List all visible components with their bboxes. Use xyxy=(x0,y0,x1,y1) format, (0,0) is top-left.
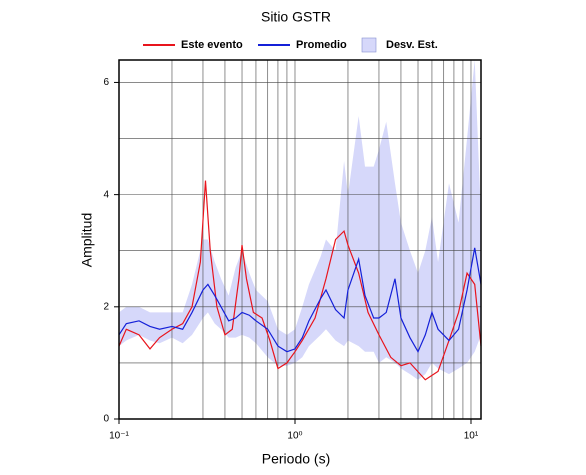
series-line xyxy=(118,180,482,381)
plot-frame xyxy=(118,59,482,420)
y-tick-label: 2 xyxy=(103,301,109,312)
y-axis-label: Amplitud xyxy=(79,213,95,267)
legend-swatch xyxy=(361,37,377,53)
y-tick-label: 0 xyxy=(103,414,109,425)
x-tick-label: 10¹ xyxy=(464,431,479,442)
x-tick-label: 10⁰ xyxy=(287,431,302,442)
chart-title: Sitio GSTR xyxy=(261,9,331,25)
legend-label: Desv. Est. xyxy=(386,39,438,51)
y-tick-label: 6 xyxy=(103,77,109,88)
legend-label: Promedio xyxy=(296,39,347,51)
x-axis-label: Periodo (s) xyxy=(262,451,330,467)
x-tick-label: 10⁻¹ xyxy=(109,431,129,442)
y-tick-label: 4 xyxy=(103,189,109,200)
std-band xyxy=(119,60,481,380)
series-line xyxy=(118,247,482,354)
legend-label: Este evento xyxy=(181,39,243,51)
